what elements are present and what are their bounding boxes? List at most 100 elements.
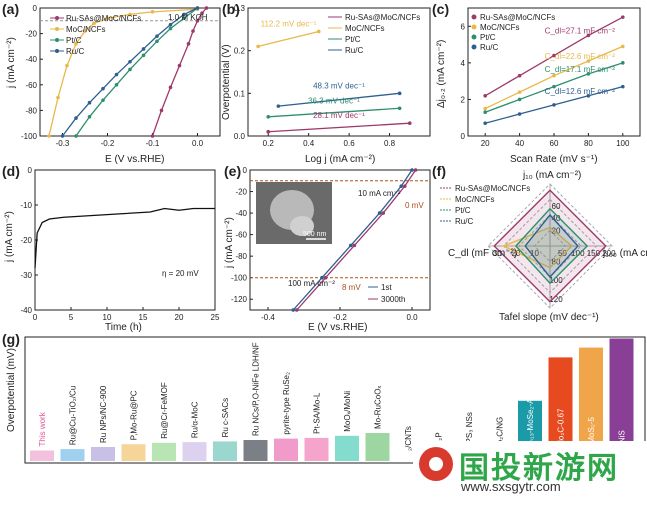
x-tick-label: -0.1: [146, 139, 160, 148]
panel-a-letter: (a): [2, 1, 19, 17]
x-tick-label: -0.3: [56, 139, 70, 148]
panel-d-ylabel: j (mA cm⁻²): [4, 211, 15, 263]
a-series-ru-point: [204, 6, 209, 10]
b-series-ruc: [278, 92, 400, 107]
legend-a-ru: Ru-SAs@MoC/NCFs: [66, 14, 141, 23]
panel-d-marks: 0 5 10 15 20 25 -40 -30 -20 -10 0: [20, 166, 220, 322]
e-series-ruc-point: [291, 308, 296, 312]
bar-label-1: Ru@Cu-TiO₂/Cu: [69, 386, 78, 445]
bar-6: [213, 441, 237, 461]
a-series-ru-point: [177, 63, 182, 68]
e-series-ruc-point: [320, 275, 324, 280]
c-series-pt-point: [517, 97, 522, 102]
panel-b: (b) 0.2 0.4 0.6 0.8 0.0 0.1 0.2 0.3 112.2 mV dec…: [221, 1, 431, 165]
radar-tick-label: 40: [552, 214, 561, 223]
panel-c-xlabel: Scan Rate (mV s⁻¹): [510, 154, 598, 165]
panel-c-marks: 20 40 60 80 100 0 2 4 6 C_dl=27.1 mF cm⁻² C_dl=22.…: [461, 15, 630, 148]
y-tick-label: -40: [25, 55, 37, 64]
panel-a: (a) -0.3 -0.2 -0.1 0.0 -100 -80 -60 -40 -20 0 E (…: [2, 1, 221, 165]
radar-axis-bottom: Tafel slope (mV dec⁻¹): [499, 312, 599, 323]
e-series-ru-point: [403, 184, 407, 188]
x-tick-label: 20: [175, 313, 184, 322]
c-cdl-label-moc: C_dl=22.6 mF cm⁻²: [545, 52, 616, 61]
e-series-ru-point: [295, 308, 299, 312]
panel-e-marks: -0.4 -0.2 0.0 -120 -100 -80 -60 -40 -20 0: [231, 166, 430, 322]
radar-series-moc: [501, 226, 573, 269]
y-tick-label: 0: [461, 132, 466, 141]
y-tick-label: -40: [235, 209, 247, 218]
radar-tick-label: 150: [587, 249, 601, 258]
y-tick-label: -20: [25, 30, 37, 39]
legend-f-pt: Pt/C: [455, 206, 471, 215]
y-tick-label: 2: [461, 95, 466, 104]
e-series-ru-point: [323, 275, 328, 280]
c-series-ru-point: [552, 53, 556, 58]
x-tick-label: 0.4: [303, 139, 315, 148]
y-tick-label: -40: [20, 306, 32, 315]
e-series-ruc-point: [410, 168, 414, 172]
bar-label-6: Ru c-SACs: [221, 398, 230, 438]
b-series-moc: [257, 30, 319, 48]
panel-b-legend: Ru-SAs@MoC/NCFs MoC/NCFs Pt/C Ru/C: [328, 13, 420, 55]
a-series-ruc-point: [155, 34, 159, 38]
b-series-pt-point: [266, 115, 271, 119]
panel-e-legend: 1st 3000th: [368, 283, 405, 304]
panel-d-frame: [34, 169, 216, 311]
c-series-moc-point: [552, 73, 556, 78]
a-series-pt: [75, 7, 198, 137]
x-tick-label: 100: [616, 139, 630, 148]
x-tick-label: -0.2: [333, 313, 347, 322]
a-series-pt-point: [155, 39, 159, 44]
b-series-ru-point: [407, 121, 412, 125]
x-tick-label: 0.0: [192, 139, 204, 148]
y-tick-label: 0: [28, 166, 33, 175]
d-series-current: [34, 207, 215, 269]
panel-b-letter: (b): [222, 1, 240, 17]
x-tick-label: 80: [584, 139, 593, 148]
a-series-moc-point: [83, 29, 87, 33]
bar-3: [121, 444, 146, 461]
y-tick-label: -60: [235, 231, 247, 240]
legend-b-moc: MoC/NCFs: [345, 24, 385, 33]
a-series-ru-point: [200, 11, 204, 15]
radar-series-ruc: [524, 213, 579, 279]
x-tick-label: 15: [139, 313, 148, 322]
x-tick-label: 0.2: [263, 139, 275, 148]
b-series-moc-point: [316, 29, 321, 34]
e-series-ruc: [292, 169, 413, 311]
x-tick-label: 10: [103, 313, 112, 322]
bar-8: [274, 438, 298, 461]
a-series-ru-point: [191, 29, 195, 33]
x-tick-label: 40: [515, 139, 524, 148]
a-series-ru-point: [195, 19, 200, 23]
radar-tick-label: 60: [552, 202, 561, 211]
c-series-moc-point: [586, 59, 591, 63]
c-series-moc-point: [517, 90, 522, 94]
bar-label-17: Ni-Mo₂C-0.67: [557, 408, 566, 457]
x-tick-label: 60: [550, 139, 559, 148]
c-cdl-label-pt: C_dl=17.1 mF cm⁻²: [545, 65, 616, 74]
b-slope-label-moc: 112.2 mV dec⁻¹: [261, 19, 317, 28]
legend-e-1st: 1st: [381, 283, 392, 292]
panel-c-letter: (c): [432, 1, 449, 17]
radar-tick-label: 120: [549, 295, 563, 304]
radar-series-ru: [493, 189, 607, 303]
x-tick-label: 0.6: [344, 139, 356, 148]
radar-tick-label: 20: [552, 227, 561, 236]
c-series-pt-point: [552, 84, 556, 89]
b-series-moc-point: [256, 44, 260, 49]
y-tick-label: -20: [20, 236, 32, 245]
a-series-moc-point: [47, 134, 51, 138]
x-tick-label: -0.4: [261, 313, 275, 322]
c-series-ruc-point: [552, 103, 556, 107]
a-series-ru-point: [150, 134, 155, 138]
c-series-ru-point: [483, 93, 488, 98]
panel-b-xlabel: Log j (mA cm⁻²): [305, 154, 375, 165]
legend-c-ruc: Ru/C: [480, 43, 498, 52]
legend-a-pt: Pt/C: [66, 36, 82, 45]
bar-9: [304, 437, 329, 461]
bar-label-18: FD-MoS₂-5: [587, 416, 596, 457]
